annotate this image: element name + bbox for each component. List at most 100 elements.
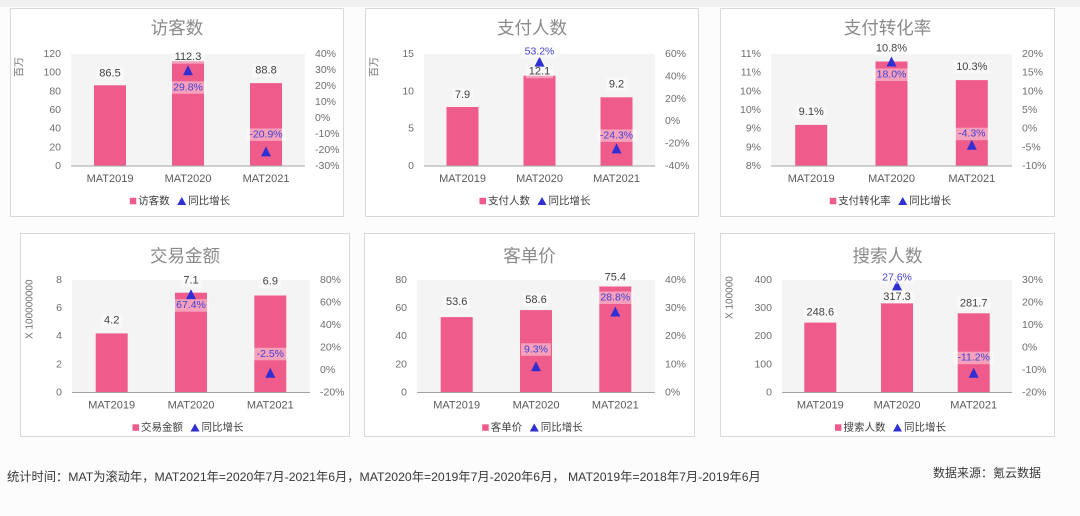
svg-text:-10%: -10% (1022, 160, 1047, 172)
svg-text:百万: 百万 (369, 57, 381, 77)
svg-text:-10%: -10% (315, 128, 340, 140)
svg-text:-30%: -30% (315, 160, 340, 172)
svg-text:20%: 20% (315, 80, 336, 92)
svg-text:支付人数: 支付人数 (497, 18, 567, 38)
svg-text:120: 120 (43, 48, 61, 60)
svg-text:-4.3%: -4.3% (958, 128, 985, 140)
svg-text:20: 20 (49, 141, 61, 153)
svg-text:317.3: 317.3 (883, 291, 911, 303)
svg-text:0%: 0% (1022, 342, 1037, 354)
svg-text:20%: 20% (665, 330, 686, 342)
svg-text:-20.9%: -20.9% (249, 128, 282, 140)
svg-text:18.0%: 18.0% (877, 69, 907, 81)
svg-text:8%: 8% (746, 160, 761, 172)
svg-text:支付转化率: 支付转化率 (838, 194, 891, 207)
svg-text:75.4: 75.4 (605, 272, 626, 284)
svg-text:10.8%: 10.8% (876, 43, 907, 55)
svg-text:40%: 40% (665, 70, 686, 82)
svg-text:67.4%: 67.4% (176, 299, 206, 311)
svg-text:27.6%: 27.6% (882, 271, 912, 283)
svg-text:同比增长: 同比增长 (188, 194, 230, 207)
svg-text:访客数: 访客数 (138, 194, 170, 207)
svg-text:53.6: 53.6 (446, 296, 467, 308)
svg-text:MAT2021: MAT2021 (948, 173, 995, 185)
svg-text:0%: 0% (320, 364, 335, 376)
svg-text:58.6: 58.6 (525, 294, 546, 306)
svg-text:40%: 40% (315, 48, 336, 60)
svg-text:-20%: -20% (1022, 387, 1047, 399)
svg-text:10%: 10% (665, 358, 686, 370)
svg-text:0%: 0% (665, 115, 680, 127)
svg-text:80: 80 (49, 85, 61, 97)
svg-text:40: 40 (49, 123, 61, 135)
svg-text:MAT2020: MAT2020 (874, 400, 921, 412)
svg-text:MAT2021: MAT2021 (592, 400, 639, 412)
svg-text:X 100000000: X 100000000 (25, 279, 36, 339)
svg-text:15%: 15% (1022, 67, 1043, 79)
svg-text:百万: 百万 (14, 57, 26, 77)
svg-text:访客数: 访客数 (151, 18, 204, 38)
svg-text:400: 400 (754, 274, 772, 286)
svg-text:5: 5 (408, 123, 414, 135)
svg-text:60%: 60% (665, 48, 686, 60)
svg-text:112.3: 112.3 (175, 51, 202, 63)
svg-text:MAT2019: MAT2019 (88, 400, 135, 412)
svg-text:60: 60 (49, 104, 61, 116)
svg-text:100: 100 (43, 67, 61, 79)
svg-text:7.9: 7.9 (455, 89, 470, 101)
svg-text:40%: 40% (320, 319, 341, 331)
svg-text:0: 0 (401, 387, 407, 399)
svg-text:0: 0 (56, 387, 62, 399)
svg-text:60%: 60% (320, 297, 341, 309)
svg-text:0: 0 (408, 160, 414, 172)
svg-text:80%: 80% (320, 274, 341, 286)
svg-text:10: 10 (402, 85, 414, 97)
svg-text:40: 40 (395, 330, 407, 342)
svg-text:同比增长: 同比增长 (549, 194, 591, 207)
svg-text:同比增长: 同比增长 (904, 421, 946, 434)
svg-text:88.8: 88.8 (255, 65, 276, 77)
svg-text:-5%: -5% (1022, 141, 1041, 153)
svg-text:9.2: 9.2 (609, 78, 624, 90)
svg-text:20%: 20% (1022, 48, 1043, 60)
svg-text:100: 100 (754, 358, 772, 370)
svg-text:20%: 20% (1022, 297, 1043, 309)
svg-text:10%: 10% (315, 96, 336, 108)
svg-text:9.3%: 9.3% (524, 343, 548, 355)
svg-text:-10%: -10% (1022, 364, 1047, 376)
svg-text:9%: 9% (746, 141, 761, 153)
svg-text:支付人数: 支付人数 (488, 194, 530, 207)
svg-text:300: 300 (754, 302, 772, 314)
svg-text:9%: 9% (746, 123, 761, 135)
svg-text:10%: 10% (1022, 85, 1043, 97)
svg-text:60: 60 (395, 302, 407, 314)
svg-text:80: 80 (395, 274, 407, 286)
svg-text:6: 6 (56, 302, 62, 314)
svg-text:-20%: -20% (315, 144, 340, 156)
svg-text:30%: 30% (1022, 274, 1043, 286)
svg-text:MAT2019: MAT2019 (87, 173, 134, 185)
svg-text:MAT2019: MAT2019 (797, 400, 844, 412)
svg-text:-40%: -40% (665, 160, 690, 172)
svg-text:支付转化率: 支付转化率 (844, 18, 932, 38)
svg-text:8: 8 (56, 274, 62, 286)
svg-text:同比增长: 同比增长 (909, 194, 951, 207)
svg-text:-2.5%: -2.5% (257, 348, 284, 360)
svg-text:10.3%: 10.3% (956, 61, 987, 73)
svg-text:搜索人数: 搜索人数 (853, 246, 923, 266)
svg-text:30%: 30% (665, 302, 686, 314)
svg-text:MAT2020: MAT2020 (516, 173, 563, 185)
svg-text:5%: 5% (1022, 104, 1037, 116)
svg-text:7.1: 7.1 (183, 275, 198, 287)
svg-text:11%: 11% (741, 67, 761, 79)
svg-text:10%: 10% (740, 104, 761, 116)
svg-text:MAT2020: MAT2020 (165, 173, 212, 185)
svg-text:客单价: 客单价 (491, 421, 523, 434)
svg-text:0%: 0% (1022, 123, 1037, 135)
svg-text:30%: 30% (315, 64, 336, 76)
svg-text:248.6: 248.6 (807, 307, 835, 319)
svg-text:10%: 10% (1022, 319, 1043, 331)
svg-text:搜索人数: 搜索人数 (844, 421, 886, 434)
svg-text:客单价: 客单价 (503, 246, 556, 266)
svg-text:4: 4 (56, 330, 62, 342)
